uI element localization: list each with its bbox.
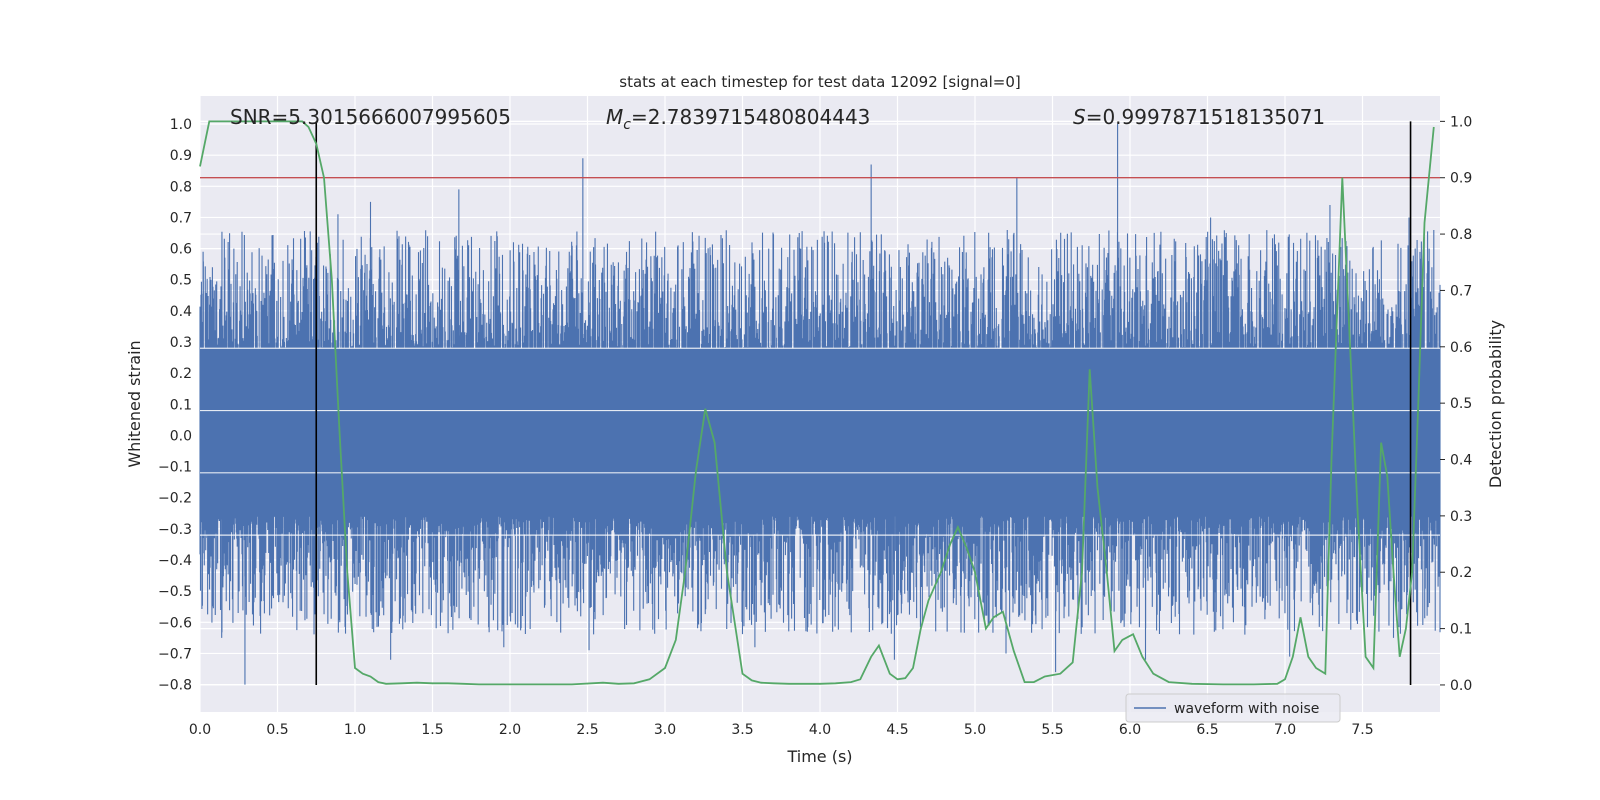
y-tick-label: 0.9 [170,148,192,164]
x-tick-label: 2.0 [499,722,521,738]
x-tick-label: 5.5 [1041,722,1063,738]
y-tick-label: −0.6 [158,615,192,631]
y-tick-label: 0.0 [170,428,192,444]
x-tick-label: 6.0 [1119,722,1141,738]
y-tick-label: −0.2 [158,491,192,507]
legend: waveform with noise [1125,693,1341,723]
chirp-mass-subscript: c [623,117,631,133]
y-tick-label: 0.6 [170,242,192,258]
s-annotation: S=0.9997871518135071 [1073,105,1325,129]
y-tick-label: 1.0 [170,117,192,133]
y2-axis-label: Detection probability [1486,320,1505,488]
y-tick-label: 0.2 [170,366,192,382]
x-axis-label: Time (s) [786,747,852,766]
y-tick-label: −0.1 [158,460,192,476]
y-tick-label: −0.5 [158,584,192,600]
y2-tick-label: 0.2 [1450,565,1472,581]
bottom-axis: 0.0 0.5 1.0 1.5 2.0 2.5 3.0 3.5 4.0 4.5 5.0 5.5 6.0 6… [189,722,1374,738]
x-tick-label: 2.5 [576,722,598,738]
y-tick-label: −0.8 [158,678,192,694]
x-tick-label: 4.5 [886,722,908,738]
y2-tick-label: 0.5 [1450,396,1472,412]
x-tick-label: 0.0 [189,722,211,738]
y-tick-label: −0.7 [158,646,192,662]
chirp-mass-value: =2.7839715480804443 [631,105,870,129]
y2-tick-label: 0.1 [1450,622,1472,638]
y2-tick-label: 0.0 [1450,678,1472,694]
x-tick-label: 7.0 [1274,722,1296,738]
y-tick-label: 0.5 [170,273,192,289]
s-value: =0.9997871518135071 [1086,105,1325,129]
s-symbol: S [1073,105,1086,129]
y2-tick-label: 0.3 [1450,509,1472,525]
y-tick-label: −0.4 [158,553,192,569]
y-tick-label: 0.4 [170,304,192,320]
chirp-mass-symbol: M [606,105,623,129]
x-tick-label: 6.5 [1196,722,1218,738]
waveform-core-band [200,348,1440,517]
legend-label-waveform: waveform with noise [1174,701,1319,717]
snr-annotation: SNR=5.3015666007995605 [230,105,511,129]
y2-tick-label: 0.7 [1450,283,1472,299]
x-tick-label: 4.0 [809,722,831,738]
y2-tick-label: 0.9 [1450,171,1472,187]
left-axis: −0.8 −0.7 −0.6 −0.5 −0.4 −0.3 −0.2 −0.1 0.0 0.1 0.… [158,117,192,694]
x-tick-label: 1.0 [344,722,366,738]
x-tick-label: 0.5 [266,722,288,738]
x-tick-label: 3.5 [731,722,753,738]
y-tick-label: 0.3 [170,335,192,351]
y2-tick-label: 0.6 [1450,340,1472,356]
chirp-mass-annotation: Mc=2.7839715480804443 [606,105,870,133]
y2-tick-label: 1.0 [1450,114,1472,130]
chart-title: stats at each timestep for test data 120… [619,73,1020,91]
waveform-series [199,124,1441,685]
y2-tick-label: 0.4 [1450,453,1472,469]
y-tick-label: 0.7 [170,210,192,226]
overlay-lines [199,120,1440,686]
right-axis: 0.0 0.1 0.2 0.3 0.4 0.5 0.6 0.7 0.8 0.9 1.0 [1440,114,1472,694]
y-axis-label: Whitened strain [125,340,144,467]
y2-tick-label: 0.8 [1450,227,1472,243]
x-tick-label: 7.5 [1351,722,1373,738]
x-tick-label: 1.5 [421,722,443,738]
y-tick-label: 0.1 [170,397,192,413]
y-tick-label: −0.3 [158,522,192,538]
x-tick-label: 5.0 [964,722,986,738]
detection-probability-line [199,120,1435,686]
legend-box [1125,693,1341,723]
y-tick-label: 0.8 [170,179,192,195]
x-tick-label: 3.0 [654,722,676,738]
